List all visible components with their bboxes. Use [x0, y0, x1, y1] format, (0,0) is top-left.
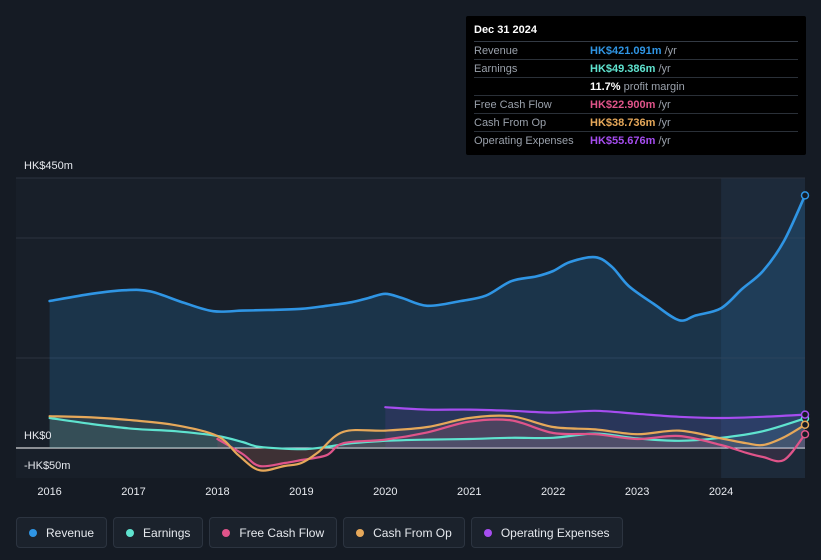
- legend: Revenue Earnings Free Cash Flow Cash From O…: [16, 517, 623, 548]
- y-tick-bottom: -HK$50m: [24, 460, 71, 472]
- tooltip-row-label: Cash From Op: [474, 116, 547, 129]
- tooltip-row-label: Operating Expenses: [474, 134, 574, 147]
- tooltip-row-unit: /yr: [658, 62, 671, 75]
- legend-dot-icon: [222, 528, 231, 537]
- x-tick-label: 2020: [373, 486, 397, 498]
- x-tick-label: 2016: [37, 486, 61, 498]
- tooltip-row-value: HK$49.386m: [590, 62, 656, 75]
- x-tick-label: 2022: [541, 486, 565, 498]
- tooltip-row-unit: /yr: [658, 116, 671, 129]
- legend-dot-icon: [483, 528, 492, 537]
- earnings-line: [48, 416, 807, 451]
- x-tick-label: 2017: [121, 486, 145, 498]
- legend-label: Earnings: [143, 525, 191, 540]
- legend-item[interactable]: Revenue: [16, 517, 108, 548]
- legend-item[interactable]: Earnings: [113, 517, 204, 548]
- legend-label: Operating Expenses: [500, 525, 610, 540]
- legend-item[interactable]: Free Cash Flow: [209, 517, 338, 548]
- data-tooltip: Dec 31 2024 Revenue HK$421.091m/yr Earning…: [466, 16, 806, 155]
- y-tick-zero: HK$0: [24, 430, 52, 442]
- tooltip-row-value: HK$22.900m: [590, 98, 656, 111]
- operating-expenses-end-marker: [800, 410, 810, 419]
- tooltip-row: Free Cash Flow HK$22.900m/yr: [474, 96, 798, 114]
- revenue-line: [48, 194, 807, 322]
- legend-dot-icon: [126, 528, 135, 537]
- tooltip-row-value: 11.7%: [590, 80, 621, 93]
- tooltip-row: 11.7% profit margin: [474, 78, 798, 96]
- tooltip-row: Operating Expenses HK$55.676m/yr: [474, 132, 798, 149]
- legend-dot-icon: [356, 528, 365, 537]
- tooltip-row: Cash From Op HK$38.736m/yr: [474, 114, 798, 132]
- x-tick-label: 2024: [709, 486, 733, 498]
- legend-item[interactable]: Cash From Op: [343, 517, 465, 548]
- cash-from-op-line: [48, 414, 807, 472]
- cash-from-op-end-marker: [800, 420, 810, 430]
- y-tick-top: HK$450m: [24, 160, 73, 172]
- tooltip-row-label: Revenue: [474, 44, 519, 57]
- x-tick-label: 2021: [457, 486, 481, 498]
- x-tick-label: 2019: [289, 486, 313, 498]
- tooltip-row-unit: profit margin: [623, 80, 685, 93]
- revenue-area: [49, 195, 806, 448]
- tooltip-row-label: Earnings: [474, 62, 518, 75]
- tooltip-row-value: HK$421.091m: [590, 44, 662, 57]
- tooltip-row: Earnings HK$49.386m/yr: [474, 60, 798, 78]
- free-cash-flow-area: [217, 419, 805, 467]
- legend-item[interactable]: Operating Expenses: [470, 517, 623, 548]
- cash-from-op-area: [49, 415, 806, 471]
- tooltip-row-label: Free Cash Flow: [474, 98, 552, 111]
- free-cash-flow-end-marker: [800, 430, 810, 439]
- revenue-end-marker: [800, 191, 810, 200]
- tooltip-row-value: HK$55.676m: [590, 134, 656, 147]
- tooltip-row-value: HK$38.736m: [590, 116, 656, 129]
- tooltip-row: Revenue HK$421.091m/yr: [474, 42, 798, 60]
- x-tick-label: 2018: [205, 486, 229, 498]
- legend-dot-icon: [29, 528, 37, 537]
- tooltip-row-unit: /yr: [658, 98, 671, 111]
- tooltip-row-unit: /yr: [658, 134, 671, 147]
- legend-label: Cash From Op: [373, 525, 452, 540]
- legend-label: Revenue: [46, 525, 95, 540]
- tooltip-date: Dec 31 2024: [474, 24, 798, 42]
- x-tick-label: 2023: [625, 486, 649, 498]
- operating-expenses-line: [384, 406, 807, 420]
- legend-label: Free Cash Flow: [239, 525, 325, 540]
- tooltip-row-unit: /yr: [664, 44, 677, 57]
- free-cash-flow-line: [216, 418, 807, 468]
